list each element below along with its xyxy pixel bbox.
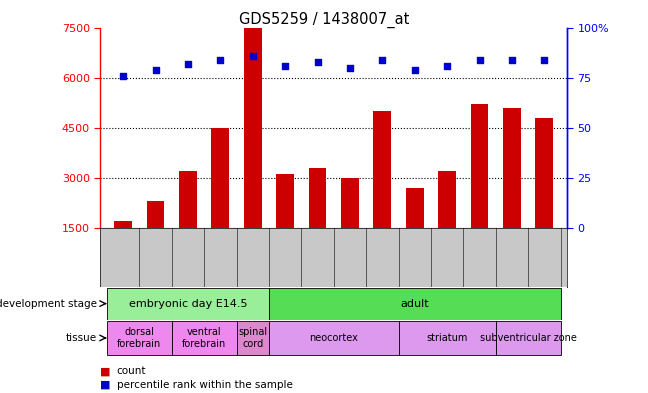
Bar: [535, 118, 553, 278]
Bar: [237, 321, 269, 355]
Bar: [276, 174, 294, 278]
Point: [474, 57, 485, 63]
Text: tissue: tissue: [66, 333, 97, 343]
Text: ■: ■: [100, 380, 111, 390]
Bar: [269, 288, 561, 320]
Text: dorsal
forebrain: dorsal forebrain: [117, 327, 161, 349]
Bar: [179, 171, 197, 278]
Point: [312, 59, 323, 65]
Text: development stage: development stage: [0, 299, 97, 309]
Text: striatum: striatum: [426, 333, 468, 343]
Point: [183, 61, 193, 67]
Bar: [114, 221, 132, 278]
Point: [118, 72, 128, 79]
Bar: [308, 168, 327, 278]
Text: percentile rank within the sample: percentile rank within the sample: [117, 380, 292, 390]
Text: ventral
forebrain: ventral forebrain: [182, 327, 226, 349]
Bar: [172, 321, 237, 355]
Text: embryonic day E14.5: embryonic day E14.5: [129, 299, 247, 309]
Bar: [269, 321, 399, 355]
Bar: [503, 108, 521, 278]
Bar: [244, 28, 262, 278]
Bar: [406, 188, 424, 278]
Point: [507, 57, 517, 63]
Bar: [341, 178, 359, 278]
Bar: [438, 171, 456, 278]
Bar: [107, 321, 172, 355]
Bar: [470, 104, 489, 278]
Bar: [496, 321, 561, 355]
Bar: [211, 128, 229, 278]
Text: GDS5259 / 1438007_at: GDS5259 / 1438007_at: [239, 12, 409, 28]
Point: [150, 66, 161, 73]
Point: [215, 57, 226, 63]
Bar: [373, 111, 391, 278]
Point: [410, 66, 420, 73]
Point: [377, 57, 388, 63]
Text: count: count: [117, 366, 146, 376]
Point: [442, 62, 452, 69]
Text: spinal
cord: spinal cord: [238, 327, 267, 349]
Point: [345, 64, 355, 71]
Bar: [399, 321, 496, 355]
Text: adult: adult: [400, 299, 429, 309]
Point: [248, 52, 258, 59]
Point: [280, 62, 290, 69]
Text: neocortex: neocortex: [309, 333, 358, 343]
Bar: [107, 288, 269, 320]
Text: subventricular zone: subventricular zone: [480, 333, 577, 343]
Point: [539, 57, 550, 63]
Bar: [146, 201, 165, 278]
Text: ■: ■: [100, 366, 111, 376]
